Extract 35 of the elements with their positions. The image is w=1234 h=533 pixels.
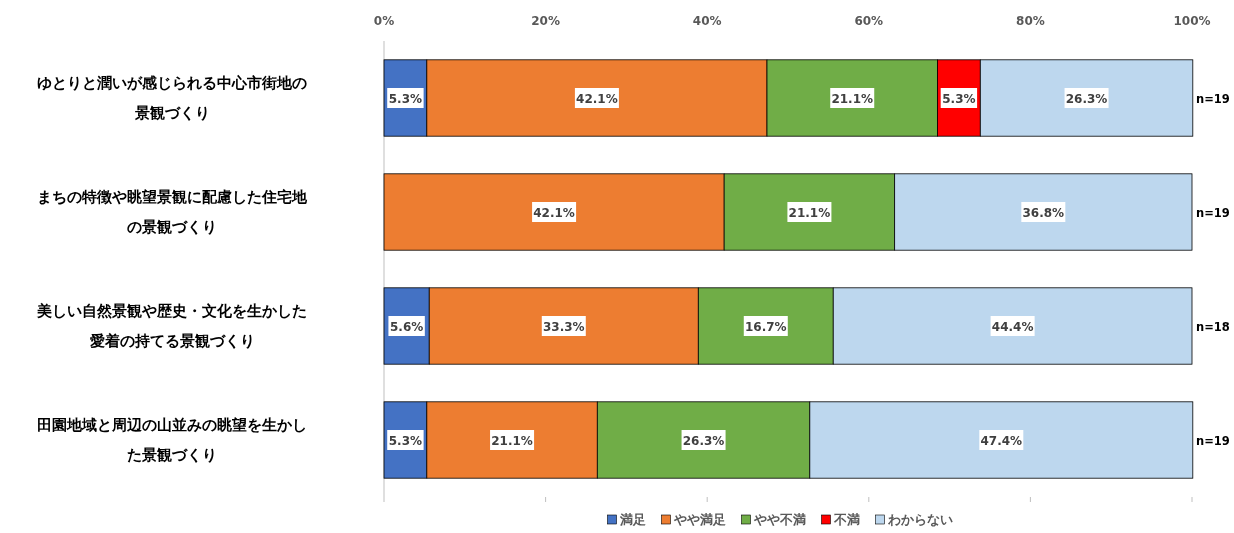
- y-tick-label: 美しい自然景観や歴史・文化を生かした愛着の持てる景観づくり: [36, 302, 307, 349]
- text: n=19: [1196, 92, 1230, 106]
- data-label: 36.8%: [1022, 205, 1065, 220]
- x-tick-label: 0%: [373, 14, 395, 28]
- x-tick-label: 60%: [854, 14, 884, 28]
- data-label: 16.7%: [744, 319, 787, 334]
- legend-label: やや不満: [752, 512, 806, 527]
- data-label: 5.3%: [388, 433, 423, 448]
- y-tick-label: ゆとりと潤いが感じられる中心市街地の景観づくり: [37, 74, 307, 121]
- legend-label: 満足: [618, 512, 646, 527]
- data-label: 5.3%: [388, 91, 423, 106]
- data-label: 21.1%: [491, 433, 533, 448]
- x-tick-label: 100%: [1173, 14, 1211, 28]
- data-label: 42.1%: [533, 205, 575, 220]
- data-label: 5.6%: [389, 319, 424, 334]
- data-label: 26.3%: [682, 433, 725, 448]
- legend-label: やや満足: [672, 512, 726, 527]
- text: n=18: [1196, 320, 1230, 334]
- data-label: 44.4%: [991, 319, 1034, 334]
- x-tick-label: 20%: [531, 14, 560, 28]
- legend-label: わからない: [886, 512, 953, 527]
- data-label: 42.1%: [576, 91, 618, 106]
- x-tick-label: 40%: [692, 14, 722, 28]
- data-label: 47.4%: [980, 433, 1023, 448]
- data-label: 26.3%: [1065, 91, 1108, 106]
- x-tick-label: 80%: [1016, 14, 1045, 28]
- text: n=19: [1196, 206, 1230, 220]
- text: n=19: [1196, 434, 1230, 448]
- data-label: 33.3%: [542, 319, 585, 334]
- y-tick-label: まちの特徴や眺望景観に配慮した住宅地の景観づくり: [37, 188, 308, 235]
- data-label: 21.1%: [788, 205, 831, 220]
- y-tick-label: 田園地域と周辺の山並みの眺望を生かした景観づくり: [37, 417, 307, 463]
- data-label: 21.1%: [831, 91, 874, 106]
- legend-label: 不満: [832, 512, 860, 527]
- data-label: 5.3%: [942, 91, 976, 106]
